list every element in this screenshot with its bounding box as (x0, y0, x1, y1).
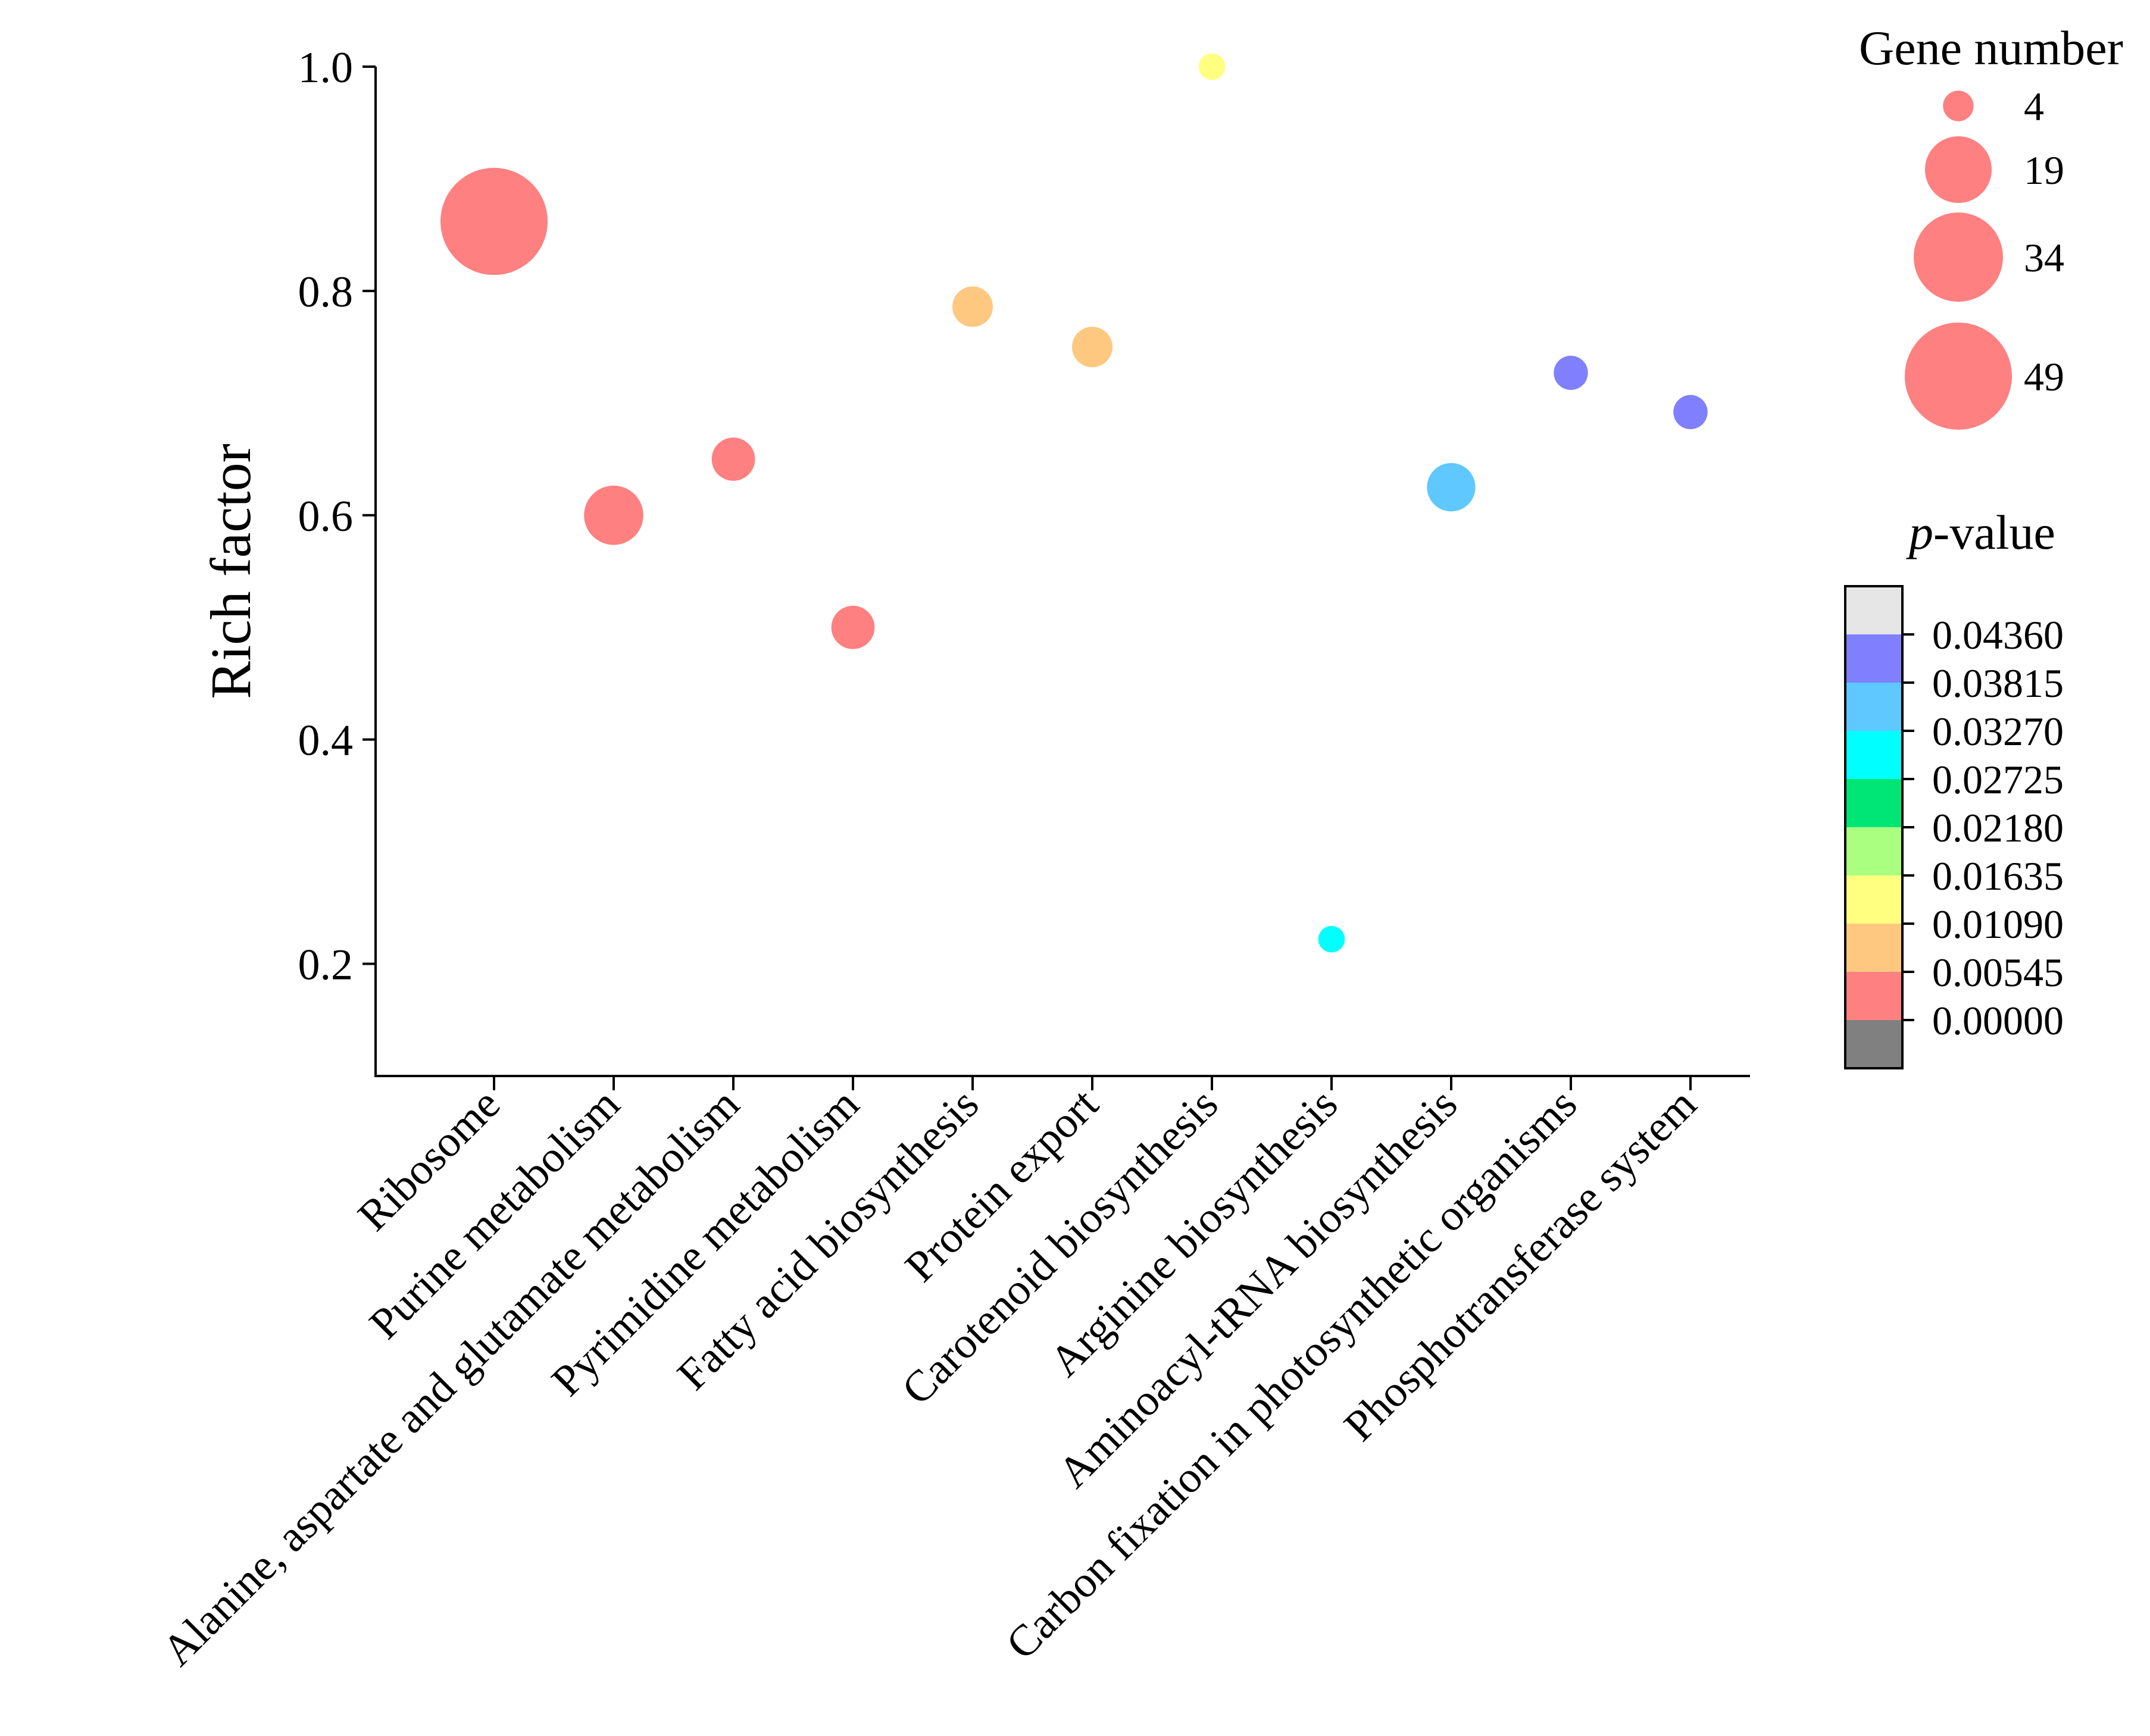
y-axis-title: Rich factor (199, 443, 262, 699)
bubble-point (1198, 53, 1226, 80)
colorbar-segment (1845, 972, 1902, 1020)
colorbar-tick-label: 0.01635 (1932, 853, 2064, 899)
size-legend-label: 4 (2024, 84, 2044, 129)
y-tick-label: 0.6 (298, 492, 354, 541)
bubble-series (440, 53, 1708, 953)
bubble-point (440, 168, 548, 276)
colorbar-tick-label: 0.02180 (1932, 805, 2064, 850)
colorbar-segment (1845, 875, 1902, 924)
colorbar-tick-label: 0.03270 (1932, 709, 2064, 754)
bubble-point (1554, 355, 1588, 390)
size-legend: Gene number 4 19 34 49 (1859, 21, 2123, 430)
bubble-point (584, 485, 643, 545)
colorbar-segment (1845, 683, 1902, 731)
colorbar-segment (1845, 779, 1902, 827)
size-legend-bubble (1943, 90, 1974, 121)
colorbar-segment (1845, 1020, 1902, 1068)
size-legend-label: 19 (2024, 148, 2064, 193)
size-legend-label: 49 (2024, 354, 2064, 399)
colorbar-segment (1845, 731, 1902, 779)
colorbar-tick-label: 0.02725 (1932, 757, 2064, 802)
colorbar-tick-label: 0.00545 (1932, 950, 2064, 995)
y-tick-label: 1.0 (298, 43, 354, 92)
bubble-point (952, 286, 993, 327)
y-tick-label: 0.2 (298, 941, 354, 990)
colorbar-segment (1845, 634, 1902, 683)
colorbar-segment (1845, 827, 1902, 875)
colorbar-tick-label: 0.00000 (1932, 998, 2064, 1043)
bubble-point (1318, 925, 1345, 953)
bubble-point (1427, 463, 1476, 512)
color-legend-title-rest: -value (1933, 505, 2055, 559)
y-tick-label: 0.4 (298, 717, 354, 765)
y-axis-ticks: 0.2 0.4 0.6 0.8 1.0 (298, 43, 376, 990)
colorbar-tick-label: 0.01090 (1932, 902, 2064, 947)
colorbar-segment (1845, 924, 1902, 972)
size-legend-bubble (1905, 323, 2012, 430)
size-legend-bubble (1924, 136, 1992, 204)
colorbar-segment (1845, 586, 1902, 634)
bubble-point (831, 605, 875, 649)
bubble-point (1673, 395, 1708, 430)
colorbar-tick-label: 0.04360 (1932, 612, 2064, 658)
size-legend-bubble (1914, 212, 2003, 302)
bubble-point (711, 437, 755, 481)
color-legend-title: p-value (1906, 505, 2055, 559)
colorbar-tick-label: 0.03815 (1932, 661, 2064, 706)
y-tick-label: 0.8 (298, 268, 354, 317)
colorbar: 0.000000.005450.010900.016350.021800.027… (1844, 585, 2064, 1069)
color-legend-title-italic: p (1906, 505, 1933, 559)
bubble-point (1071, 327, 1113, 368)
size-legend-title: Gene number (1859, 21, 2123, 75)
size-legend-label: 34 (2024, 235, 2064, 280)
color-legend: p-value 0.000000.005450.010900.016350.02… (1844, 505, 2064, 1069)
